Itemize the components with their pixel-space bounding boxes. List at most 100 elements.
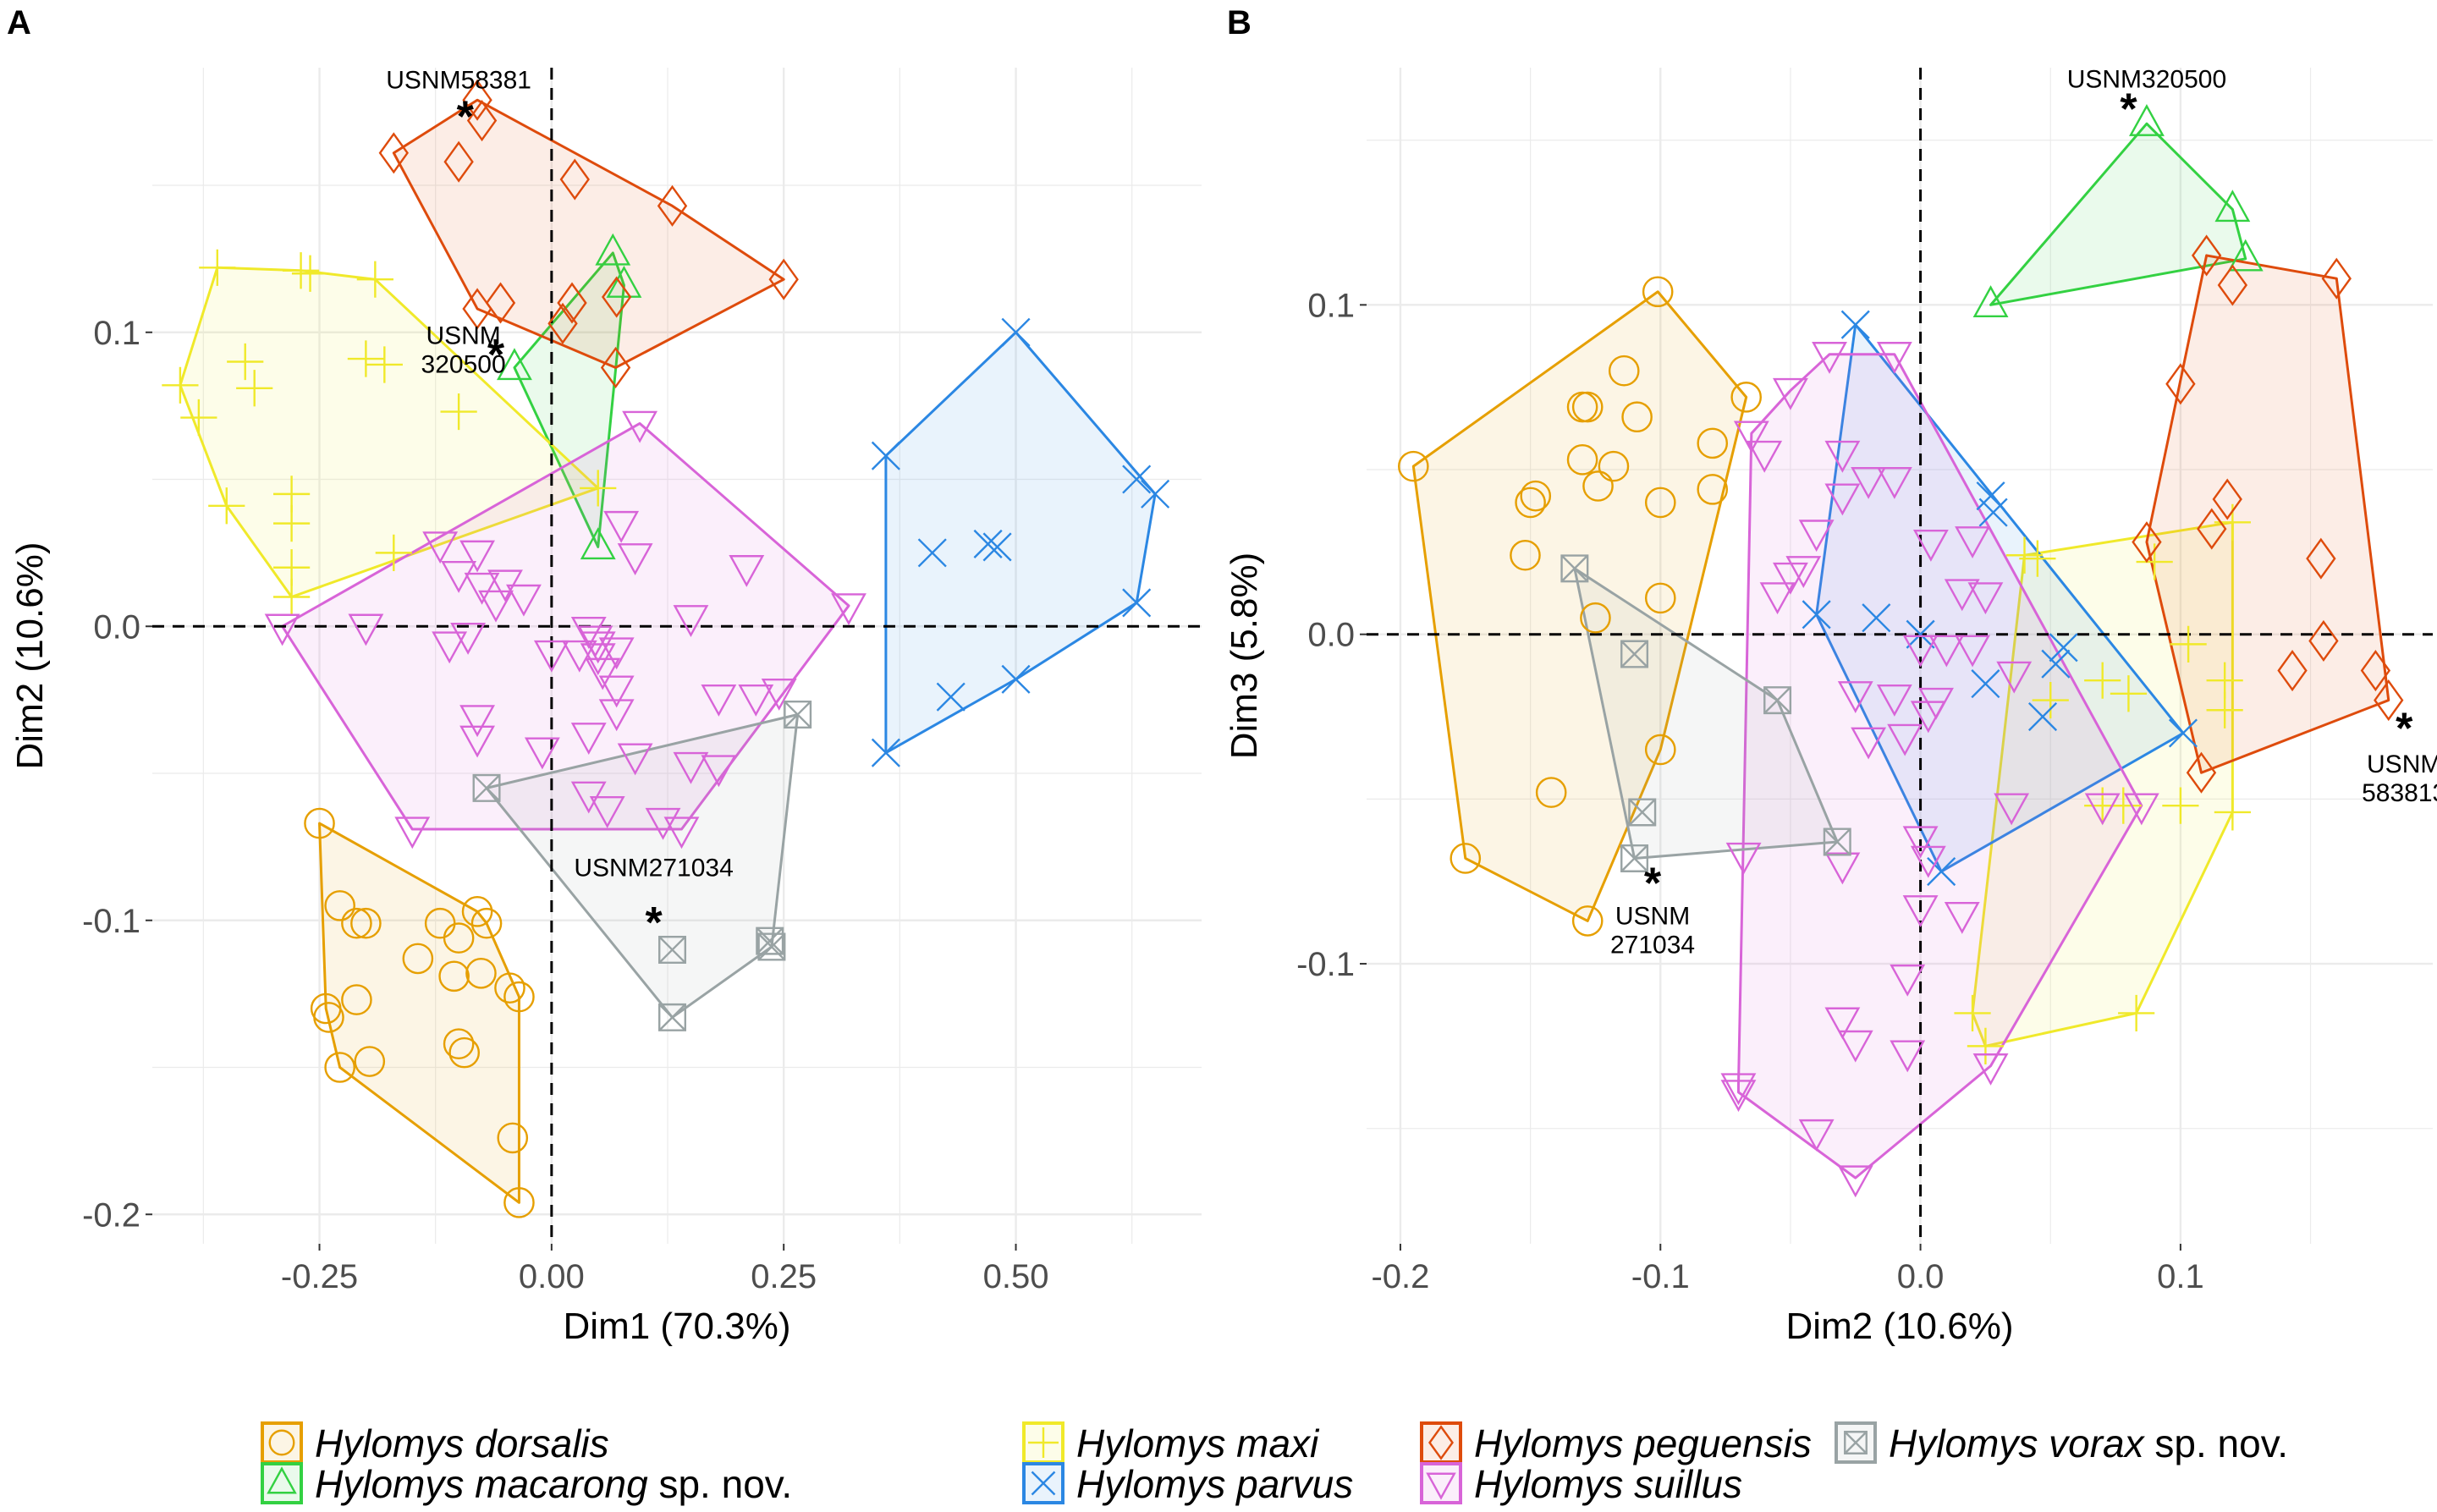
point-suillus: [598, 675, 635, 708]
series-dorsalis: [304, 807, 535, 1218]
point-dorsalis: [1510, 539, 1541, 571]
point-peguensis: [2132, 521, 2162, 564]
point-parvus: [1840, 310, 1870, 339]
point-maxi: [180, 399, 217, 437]
point-suillus: [1824, 852, 1861, 885]
point-suillus: [459, 540, 496, 573]
point-suillus: [1837, 1030, 1873, 1063]
point-suillus: [603, 510, 640, 543]
annotation-label: USNM: [1615, 902, 1690, 930]
point-parvus: [1122, 465, 1152, 494]
point-dorsalis: [497, 1122, 529, 1154]
point-maxi: [580, 470, 617, 507]
point-peguensis: [2191, 234, 2222, 277]
point-suillus: [598, 637, 635, 670]
panel-A: A -0.25 0.00 0.25 0.50 -0.2 -0.1 0.0 0.1 Dim1 (70…: [7, 4, 1202, 1347]
y-tick-label: -0.1: [1296, 946, 1355, 983]
point-suillus: [831, 593, 866, 626]
point-suillus: [1972, 1053, 2009, 1086]
point-dorsalis: [1582, 470, 1614, 502]
annotation-label: 320500: [421, 351, 506, 379]
series-maxi: [162, 249, 617, 616]
point-peguensis: [657, 184, 688, 227]
point-suillus: [645, 807, 681, 840]
point-suillus: [506, 584, 542, 617]
point-dorsalis: [1598, 450, 1630, 482]
panel-B: B -0.2 -0.1 0.0 0.1 -0.1 0.0 0.1 Dim2 (10.6%) Dim…: [1224, 4, 2437, 1347]
legend-label: Hylomys dorsalis: [315, 1421, 609, 1465]
point-dorsalis: [1535, 777, 1567, 808]
point-vorax: [1620, 844, 1649, 872]
point-dorsalis: [438, 960, 470, 992]
legend-item-parvus: Hylomys parvus: [1022, 1462, 1353, 1506]
point-vorax: [1823, 827, 1851, 856]
point-suillus: [1944, 579, 1980, 612]
point-suillus: [264, 613, 300, 646]
series-vorax: [472, 701, 812, 1031]
point-maxi: [1954, 994, 1991, 1032]
point-peguensis: [2374, 679, 2404, 722]
point-maxi: [366, 346, 403, 383]
point-maxi: [2206, 691, 2243, 729]
point-suillus: [663, 816, 700, 849]
point-suillus: [450, 622, 487, 655]
series-suillus: [264, 410, 866, 849]
y-tick-label: -0.2: [82, 1196, 140, 1234]
point-suillus: [1837, 681, 1873, 713]
series-parvus: [1802, 310, 2198, 887]
point-dorsalis: [443, 922, 475, 954]
x-tick-label: -0.25: [281, 1258, 358, 1295]
point-dorsalis: [304, 807, 335, 839]
hull-parvus: [884, 331, 1157, 755]
series-macarong: [497, 233, 642, 560]
point-macarong: [580, 527, 616, 560]
point-suillus: [533, 640, 569, 673]
point-maxi: [273, 505, 311, 542]
point-parvus: [1001, 317, 1031, 347]
point-dorsalis: [1644, 582, 1676, 614]
point-peguensis: [2197, 508, 2227, 550]
point-suillus: [1772, 377, 1808, 410]
point-suillus: [2123, 793, 2159, 826]
point-suillus: [701, 684, 737, 717]
point-suillus: [2084, 793, 2121, 826]
point-suillus: [1824, 483, 1861, 516]
y-axis-title: Dim2 (10.6%): [9, 542, 51, 770]
point-dorsalis: [341, 984, 372, 1015]
point-suillus: [1928, 635, 1965, 668]
point-parvus: [1971, 669, 2000, 699]
point-peguensis: [557, 282, 587, 324]
point-dorsalis: [1644, 734, 1676, 766]
point-vorax: [756, 926, 784, 955]
point-dorsalis: [1621, 401, 1653, 433]
x-tick-label: 0.25: [751, 1258, 817, 1295]
point-suillus: [738, 684, 774, 717]
point-suillus: [1876, 684, 1912, 717]
point-parvus: [2027, 701, 2058, 732]
point-dorsalis: [354, 1046, 386, 1077]
annotation-star: *: [2120, 85, 2137, 135]
point-dorsalis: [1571, 391, 1604, 423]
point-vorax: [1628, 798, 1657, 827]
panel-label: B: [1227, 4, 1252, 41]
point-peguensis: [768, 258, 799, 300]
point-macarong: [1972, 285, 2009, 318]
point-dorsalis: [443, 1028, 475, 1059]
legend-item-maxi: Hylomys maxi: [1022, 1421, 1320, 1465]
legend-item-dorsalis: Hylomys dorsalis: [261, 1421, 609, 1465]
point-suillus: [1876, 342, 1912, 374]
point-suillus: [459, 705, 496, 738]
series-maxi: [1954, 503, 2251, 1064]
point-suillus: [1759, 582, 1796, 615]
series-dorsalis: [1398, 276, 1762, 937]
point-dorsalis: [1571, 905, 1604, 937]
point-maxi: [273, 578, 311, 616]
point-suillus: [1890, 1040, 1926, 1073]
legend-key-box: [261, 1421, 303, 1464]
point-dorsalis: [402, 943, 434, 975]
point-maxi: [2118, 994, 2155, 1032]
series-parvus: [871, 317, 1170, 767]
legend-label: Hylomys parvus: [1076, 1462, 1353, 1506]
point-parvus: [871, 441, 900, 470]
